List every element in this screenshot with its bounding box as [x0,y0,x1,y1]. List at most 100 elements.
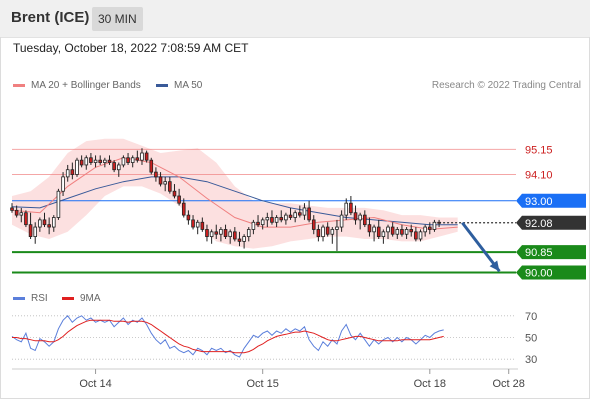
candle-body [181,202,186,216]
candle [177,188,181,206]
candle-body [42,219,47,226]
candle-body [107,159,112,163]
candle-body [191,219,195,228]
candle [325,222,330,237]
candle-body [428,226,432,230]
level-label-95.15: 95.15 [525,144,553,156]
candle [367,217,372,237]
candle-body [432,221,437,230]
candle-body [228,231,232,238]
level-tag-93.00 [516,193,586,208]
candle [223,224,228,239]
candle-body [321,226,325,238]
candle-body [116,164,121,171]
candle [363,210,367,228]
candle [140,148,144,165]
rsi-tick-30: 30 [525,354,537,366]
candle [307,200,311,223]
candle [335,219,339,251]
candle-body [311,219,316,230]
time-tick-label: Oct 28 [493,378,525,390]
candle-body [316,229,321,238]
candle-body [140,152,144,161]
candle-body [233,231,237,240]
candle [14,205,19,218]
candle [89,153,93,165]
candle [181,198,186,218]
candle-body [89,157,93,163]
candle [279,210,284,223]
candle [233,227,237,242]
candle-body [177,195,181,204]
candle-body [376,226,381,238]
candle [256,215,260,228]
ma20-line [11,157,458,230]
candle-body [330,229,335,235]
candle [423,224,427,237]
candle-body [112,162,116,171]
candle-body [130,157,135,163]
candle-body [121,157,126,166]
candle [126,153,130,165]
candle [130,155,135,168]
candle-body [409,229,414,233]
candle [390,222,395,237]
candle-body [386,226,390,233]
series-line-rsi [11,315,444,358]
legend-rsi: RSI [13,293,48,304]
candle-body [144,152,149,161]
candle [288,207,293,220]
candle [33,222,38,244]
candle-body [335,226,339,230]
level-label-90.85: 90.85 [525,247,553,259]
candle [376,219,381,239]
ma9-label: 9MA [80,293,101,304]
candle-body [223,229,228,238]
forecast-arrow-shaft [461,221,501,273]
candle [79,155,84,168]
candle-body [256,221,260,226]
ma50-swatch [156,84,168,87]
candle [51,215,56,232]
candle-body [75,159,79,175]
timeframe-badge[interactable]: 30 MIN [92,7,143,31]
candle [214,224,219,239]
candle [149,157,154,175]
candle-body [265,217,270,221]
rsi-tick-70: 70 [525,311,537,323]
candle [321,224,325,242]
candle [84,155,89,170]
candle-body [302,207,307,216]
candle [56,188,61,220]
legend-ma20: MA 20 + Bollinger Bands [13,80,141,91]
candle [316,224,321,242]
candle-body [172,190,177,197]
candle [242,234,246,249]
candle [400,224,404,237]
candle [395,227,400,239]
forecast-arrow-head [489,260,500,272]
candle-body [339,214,344,228]
candle [284,212,288,225]
candle-body [251,221,256,230]
candle-body [205,229,209,238]
candle [154,167,158,182]
candle [24,210,28,228]
legend-ma9: 9MA [62,293,101,304]
candle-body [163,181,167,185]
candle [42,212,47,228]
candle [200,217,205,232]
last-price-tag [516,215,586,230]
candle-body [237,238,242,242]
candle [209,229,214,244]
candle-body [358,214,362,221]
candle-body [14,209,19,216]
candle-body [284,214,288,221]
candle-body [307,207,311,221]
candle-body [19,212,24,216]
candle-body [65,169,70,178]
candle-body [279,217,284,221]
time-tick-label: Oct 15 [246,378,278,390]
legend-ma50: MA 50 [156,80,202,91]
